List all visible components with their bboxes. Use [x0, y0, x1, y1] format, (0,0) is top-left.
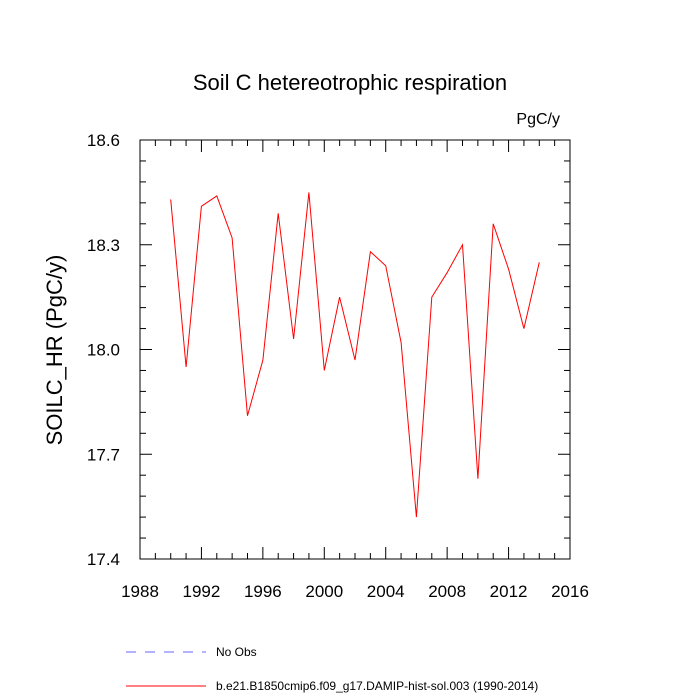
x-tick-label: 2000: [305, 582, 343, 601]
y-tick-label: 17.7: [87, 445, 120, 464]
axis-ticks: [139, 139, 571, 560]
y-tick-label: 17.4: [87, 550, 120, 569]
x-tick-label: 2008: [428, 582, 466, 601]
x-tick-label: 2004: [367, 582, 405, 601]
legend-label: No Obs: [216, 645, 257, 659]
x-tick-label: 1992: [183, 582, 221, 601]
series-layer: [170, 192, 540, 518]
legend-label: b.e21.B1850cmip6.f09_g17.DAMIP-hist-sol.…: [216, 679, 538, 693]
chart-title: Soil C hetereotrophic respiration: [193, 70, 507, 95]
y-tick-label: 18.0: [87, 341, 120, 360]
x-tick-label: 2012: [490, 582, 528, 601]
axis-tick-labels: 1988 1992 1996 2000 2004 2008 2012 2016 17.4 17.7…: [87, 131, 589, 601]
y-axis-label: SOILC_HR (PgC/y): [42, 255, 67, 446]
units-label: PgC/y: [516, 111, 560, 128]
x-tick-label: 1988: [121, 582, 159, 601]
series-line: [170, 192, 540, 518]
y-tick-label: 18.6: [87, 131, 120, 150]
y-tick-label: 18.3: [87, 236, 120, 255]
x-tick-label: 2016: [551, 582, 589, 601]
plot-frame: [139, 139, 571, 560]
legend: No Obs b.e21.B1850cmip6.f09_g17.DAMIP-his…: [126, 645, 538, 693]
x-tick-label: 1996: [244, 582, 282, 601]
